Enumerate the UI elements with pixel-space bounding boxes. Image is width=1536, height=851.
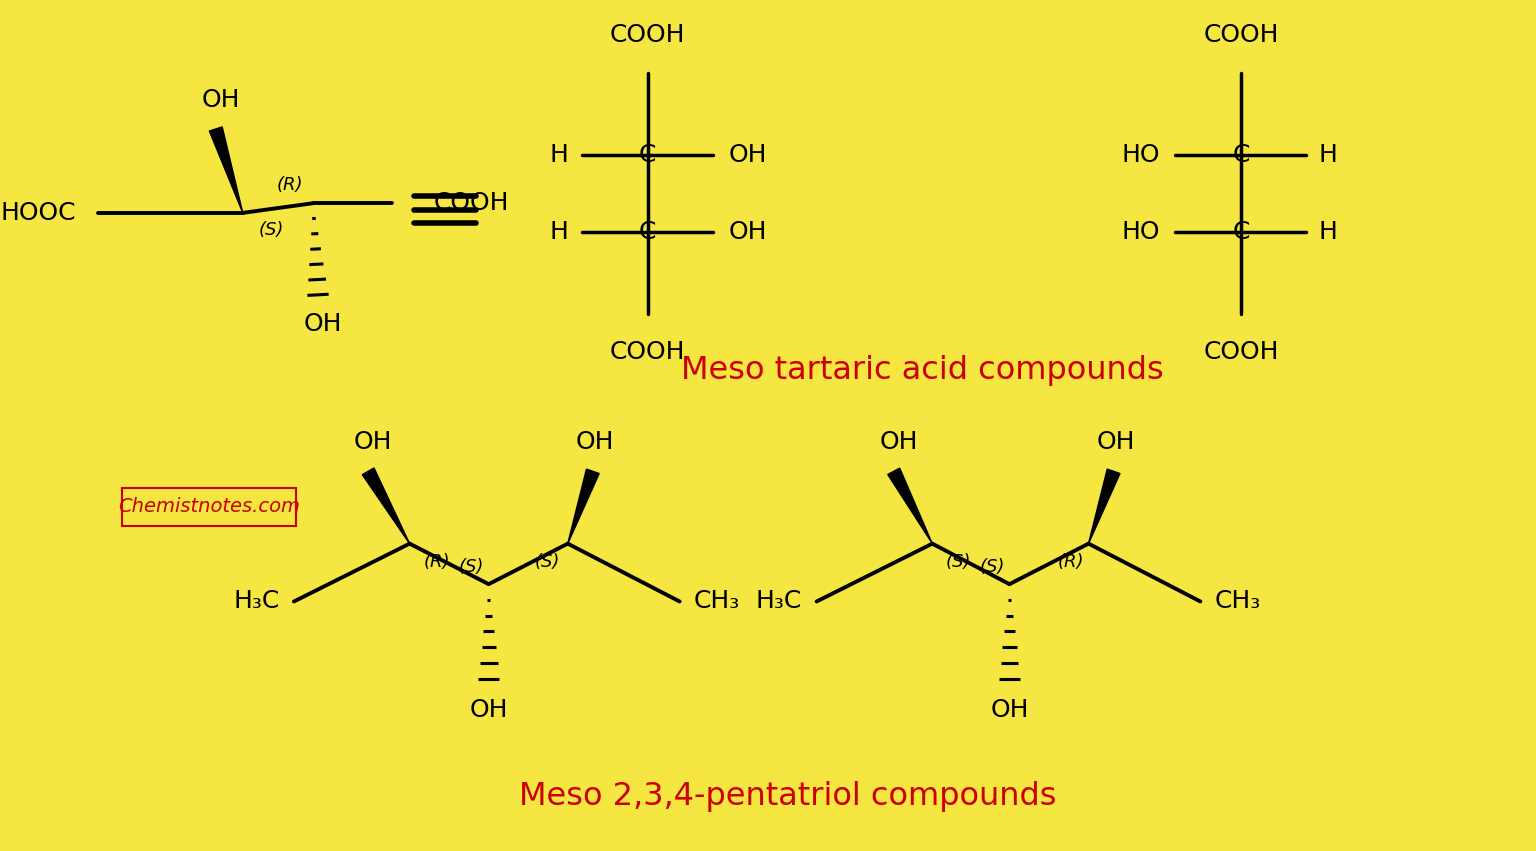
Text: C: C bbox=[639, 143, 656, 167]
Text: OH: OH bbox=[728, 220, 768, 244]
FancyBboxPatch shape bbox=[123, 488, 296, 526]
Text: OH: OH bbox=[201, 88, 240, 111]
Text: H: H bbox=[550, 220, 568, 244]
Text: H: H bbox=[1318, 220, 1336, 244]
Text: Meso 2,3,4-pentatriol compounds: Meso 2,3,4-pentatriol compounds bbox=[519, 781, 1057, 812]
Text: HOOC: HOOC bbox=[0, 201, 75, 225]
Text: COOH: COOH bbox=[610, 340, 685, 364]
Text: C: C bbox=[1232, 143, 1250, 167]
Text: (R): (R) bbox=[422, 553, 450, 571]
Text: OH: OH bbox=[304, 312, 343, 336]
Text: CH₃: CH₃ bbox=[694, 590, 740, 614]
Text: H₃C: H₃C bbox=[233, 590, 280, 614]
Text: (R): (R) bbox=[1057, 553, 1084, 571]
Text: Meso tartaric acid compounds: Meso tartaric acid compounds bbox=[682, 355, 1164, 386]
Text: OH: OH bbox=[353, 430, 392, 454]
Text: Chemistnotes.com: Chemistnotes.com bbox=[118, 498, 300, 517]
Polygon shape bbox=[1089, 469, 1120, 544]
Text: OH: OH bbox=[991, 698, 1029, 722]
Text: (S): (S) bbox=[980, 558, 1005, 576]
Text: (R): (R) bbox=[276, 175, 304, 193]
Text: COOH: COOH bbox=[1203, 340, 1278, 364]
Text: (S): (S) bbox=[258, 220, 284, 238]
Text: C: C bbox=[1232, 220, 1250, 244]
Text: OH: OH bbox=[728, 143, 768, 167]
Text: COOH: COOH bbox=[433, 191, 510, 215]
Text: COOH: COOH bbox=[1203, 23, 1278, 47]
Text: OH: OH bbox=[1097, 430, 1135, 454]
Text: (S): (S) bbox=[458, 558, 484, 576]
Polygon shape bbox=[568, 469, 599, 544]
Polygon shape bbox=[888, 468, 932, 544]
Text: H: H bbox=[1318, 143, 1336, 167]
Text: HO: HO bbox=[1121, 220, 1160, 244]
Text: H₃C: H₃C bbox=[756, 590, 802, 614]
Text: OH: OH bbox=[470, 698, 508, 722]
Polygon shape bbox=[209, 127, 243, 213]
Text: HO: HO bbox=[1121, 143, 1160, 167]
Text: H: H bbox=[550, 143, 568, 167]
Text: OH: OH bbox=[576, 430, 614, 454]
Polygon shape bbox=[362, 468, 410, 544]
Text: (S): (S) bbox=[535, 553, 561, 571]
Text: (S): (S) bbox=[946, 553, 971, 571]
Text: COOH: COOH bbox=[610, 23, 685, 47]
Text: OH: OH bbox=[879, 430, 919, 454]
Text: CH₃: CH₃ bbox=[1215, 590, 1261, 614]
Text: C: C bbox=[639, 220, 656, 244]
